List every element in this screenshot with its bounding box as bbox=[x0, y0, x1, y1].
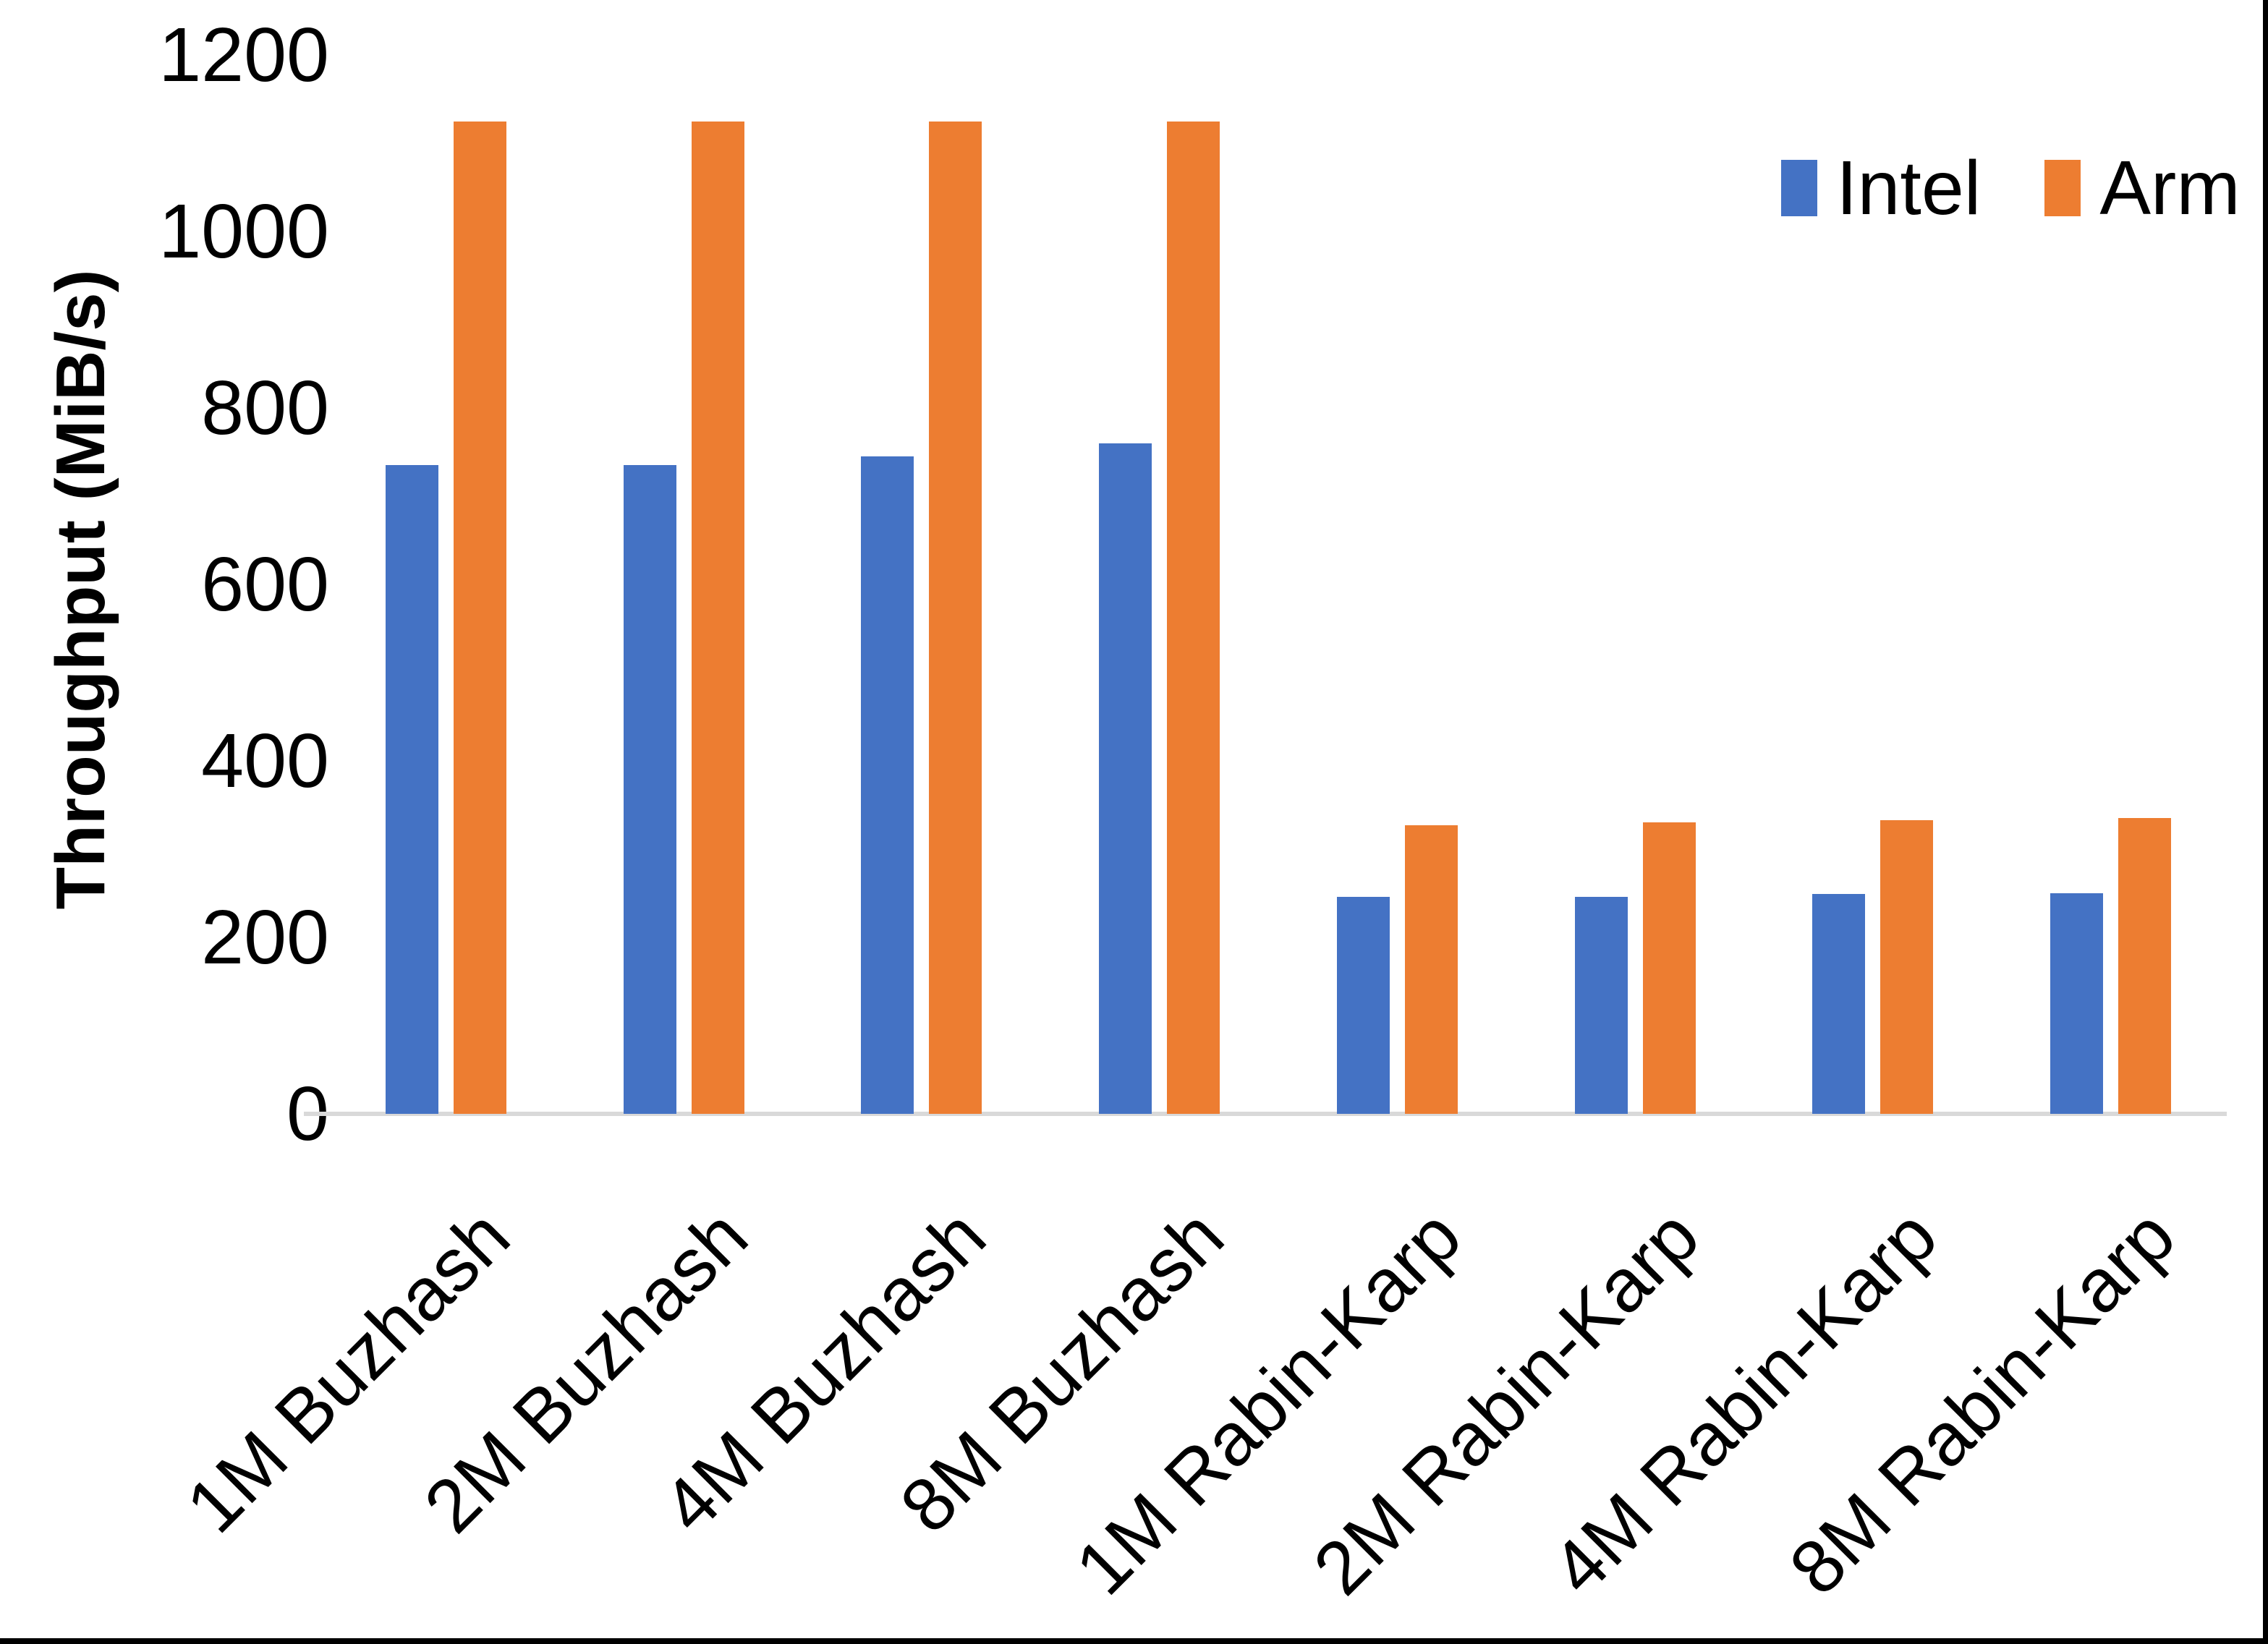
bar-intel-5 bbox=[1574, 896, 1628, 1114]
bar-intel-6 bbox=[1812, 894, 1866, 1114]
bar-arm-0 bbox=[453, 121, 506, 1114]
bar-arm-4 bbox=[1404, 825, 1458, 1114]
y-tick-label-0: 0 bbox=[286, 1070, 329, 1157]
y-tick-label-400: 400 bbox=[201, 717, 329, 804]
bar-arm-3 bbox=[1167, 121, 1220, 1114]
frame-border-right bbox=[2263, 0, 2268, 1644]
y-tick-label-200: 200 bbox=[201, 894, 329, 980]
bar-arm-7 bbox=[2118, 818, 2172, 1114]
legend: Intel Arm bbox=[1781, 145, 2241, 231]
bar-intel-3 bbox=[1099, 443, 1152, 1114]
bar-arm-6 bbox=[1880, 819, 1934, 1114]
y-tick-label-800: 800 bbox=[201, 365, 329, 451]
plot-area bbox=[327, 55, 2230, 1114]
legend-swatch-arm bbox=[2044, 160, 2081, 216]
y-tick-label-1000: 1000 bbox=[158, 188, 329, 274]
bar-arm-2 bbox=[929, 121, 982, 1114]
legend-item-intel: Intel bbox=[1781, 145, 1982, 231]
y-tick-label-1200: 1200 bbox=[158, 12, 329, 98]
bar-intel-4 bbox=[1336, 896, 1390, 1114]
legend-label-arm: Arm bbox=[2099, 145, 2241, 231]
bar-arm-1 bbox=[691, 121, 744, 1114]
legend-swatch-intel bbox=[1781, 160, 1817, 216]
bar-intel-0 bbox=[385, 465, 438, 1114]
frame-border-bottom bbox=[0, 1638, 2268, 1644]
y-tick-label-600: 600 bbox=[201, 541, 329, 627]
bar-intel-1 bbox=[623, 465, 676, 1114]
legend-item-arm: Arm bbox=[2044, 145, 2241, 231]
bar-arm-5 bbox=[1642, 822, 1696, 1114]
bar-intel-2 bbox=[861, 456, 914, 1114]
legend-label-intel: Intel bbox=[1836, 145, 1982, 231]
bar-intel-7 bbox=[2050, 893, 2104, 1114]
x-category-label-1: 1M Buzhash bbox=[171, 1193, 526, 1549]
x-axis-line bbox=[304, 1112, 2227, 1116]
